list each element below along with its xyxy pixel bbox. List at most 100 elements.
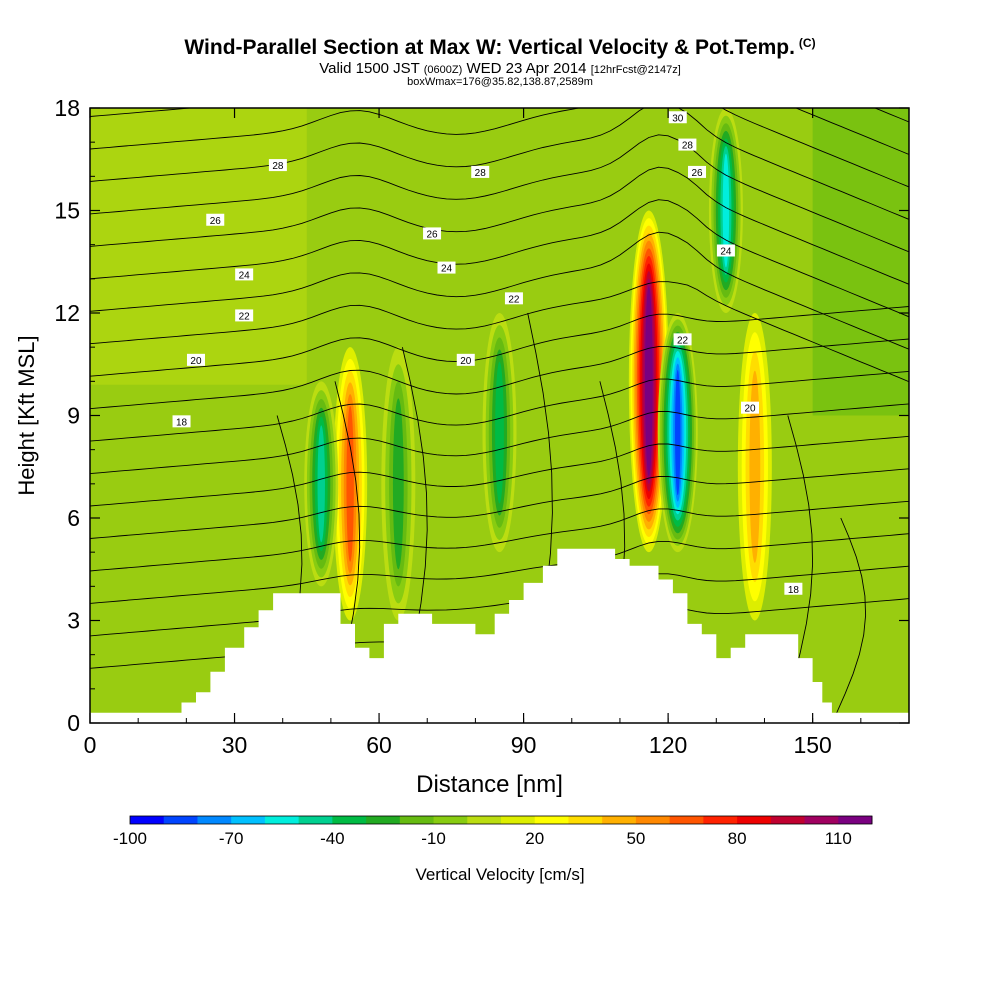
contour-label-box [673,333,692,346]
colorbar-tick-label: 80 [728,829,747,848]
theta-contour-line [90,338,909,410]
contour-label-box [235,309,254,322]
box-info: boxWmax=176@35.82,138.87,2589m [407,76,593,88]
colorbar-swatch [669,816,704,824]
valid-utc: (0600Z) [423,64,463,76]
colorbar-swatch [635,816,671,824]
y-tick-label: 9 [67,403,80,429]
contour-label-box [268,159,287,172]
contour-label: 20 [190,356,202,367]
contour-label: 24 [720,247,732,258]
colorbar-tick-label: -70 [219,829,244,848]
theta-contour-line [90,199,909,318]
contour-label-box [716,244,735,257]
contour-label-box [504,292,523,305]
y-tick-label: 0 [67,710,80,736]
x-tick-label: 60 [366,732,392,758]
contour-label-box [471,165,490,178]
y-tick-label: 12 [54,300,80,326]
contour-label: 28 [475,168,487,179]
y-tick-label: 18 [54,95,80,121]
contour-label: 22 [677,335,689,346]
theta-contour-line [90,468,909,539]
forecast-info: [12hrFcst@2147z] [590,64,681,76]
contour-label-box [741,401,760,414]
theta-contours [90,108,909,713]
colorbar-swatch [703,816,738,824]
theta-contour-line [90,108,909,220]
terrain-mask [90,548,909,723]
chart-title: Wind-Parallel Section at Max W: Vertical… [0,36,1000,60]
contour-label-box [668,111,687,124]
theta-contour-line [90,231,909,350]
colorbar: -100 -70 -40 -10 20 50 80 110 Vertical Velocity … [113,815,873,884]
colorbar-swatch [332,816,367,824]
velocity-band [749,370,761,563]
theta-contour-line [90,108,909,188]
contour-label-box [437,261,456,274]
velocity-band [495,361,504,504]
theta-contour-line [90,565,909,637]
colorbar-swatch [298,816,333,824]
contour-label: 30 [672,113,684,124]
colorbar-swatch [130,816,165,824]
velocity-band [392,398,404,570]
y-tick-label: 6 [67,505,80,531]
x-tick-label: 30 [222,732,248,758]
valid-time: Valid 1500 JST [319,60,420,77]
colorbar-swatch [838,816,873,824]
theta-contour-line [90,370,909,442]
colorbar-swatch [264,816,300,824]
contour-label-box [186,353,205,366]
theta-contour-line [836,517,867,713]
theta-contour-line [90,500,909,572]
colorbar-tick-label: 50 [626,829,645,848]
colorbar-swatch [602,816,637,824]
colorbar-tick-label: -10 [421,829,446,848]
contour-label: 26 [426,229,438,240]
velocity-band [675,369,681,496]
x-tick-label: 150 [793,732,831,758]
colorbar-tick-label: -40 [320,829,345,848]
contour-label: 26 [691,168,703,179]
theta-contour-line [90,134,909,253]
colorbar-swatch [534,816,569,824]
field-patch [812,108,909,416]
velocity-band [646,293,652,469]
colorbar-swatch [433,816,468,824]
contour-label-box [456,353,475,366]
contour-labels: 28 28 26 26 24 24 22 22 20 20 18 30 28 26 24 22 20 18 [172,111,803,596]
contour-label: 28 [272,161,284,172]
y-tick-label: 15 [54,198,80,224]
contour-label-box [172,415,191,428]
contour-label-box [423,227,442,240]
y-axis-label: Height [Kft MSL] [14,335,39,495]
contour-label: 18 [788,585,800,596]
axes: 0 30 60 90 120 150 0 3 6 9 12 15 18 Distance [nm] Heig… [14,95,910,798]
contour-label: 20 [460,356,472,367]
contour-label-box [678,138,697,151]
colorbar-swatch [467,816,502,824]
chart-subtitle: Valid 1500 JST (0600Z) WED 23 Apr 2014 [… [0,60,1000,77]
colorbar-swatch [399,816,435,824]
field-patch [90,108,307,385]
theta-contour-line [873,108,909,123]
theta-contour-line [90,306,909,377]
colorbar-swatch [804,816,839,824]
y-tick-label: 3 [67,608,80,634]
colorbar-swatch [737,816,772,824]
theta-contour-line [90,166,909,285]
theta-contour-line [90,281,909,383]
valid-date: WED 23 Apr 2014 [466,60,587,77]
colorbar-swatch [770,816,806,824]
velocity-band [346,405,354,562]
contour-label-box [784,582,803,595]
colorbar-swatch [197,816,232,824]
contour-label-box [206,213,225,226]
contour-label: 26 [210,216,222,227]
contour-label: 20 [744,404,756,415]
colorbar-tick-label: 110 [825,829,852,848]
theta-contour-line [90,435,909,507]
colorbar-tick-label: 20 [525,829,544,848]
